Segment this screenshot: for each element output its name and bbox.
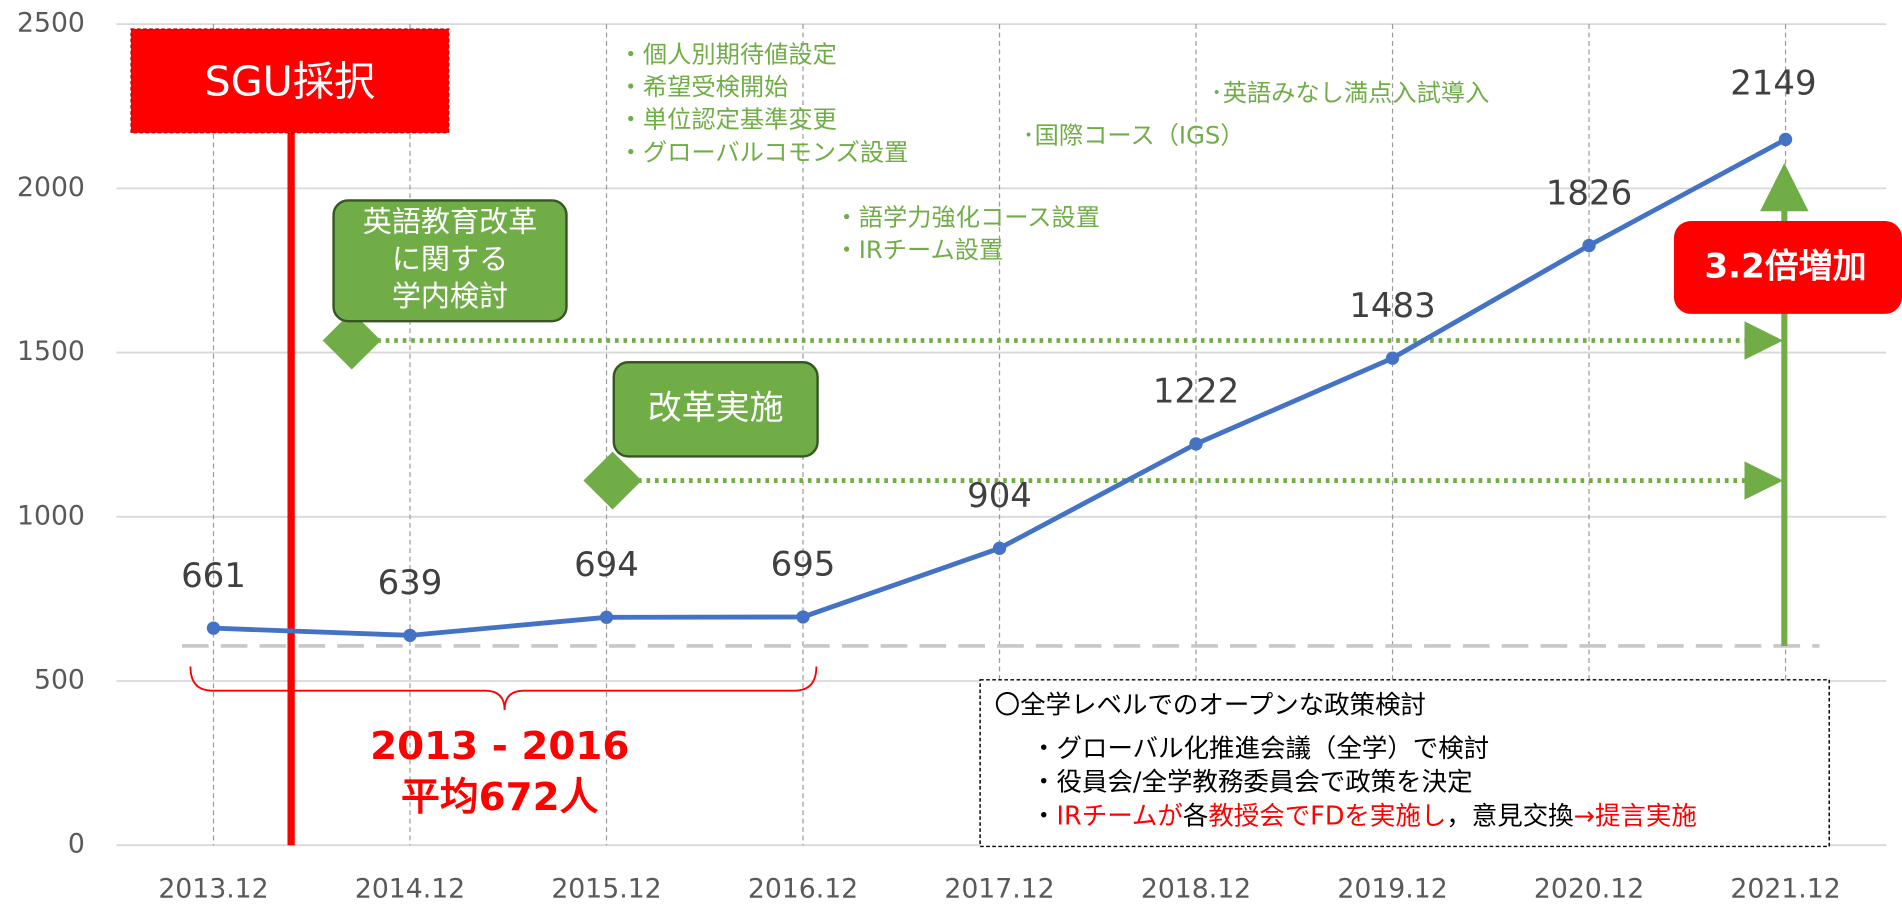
- sgu-box: [130, 28, 450, 134]
- note: ・語学力強化コース設置: [835, 204, 1100, 232]
- implement-box: [612, 361, 819, 458]
- policy-part: →提言実施: [1574, 800, 1697, 830]
- data-label: 639: [378, 563, 443, 602]
- policy-line: ・グローバル化推進会議（全学）で検討: [1031, 733, 1489, 763]
- data-label: 904: [967, 476, 1032, 515]
- review-label: 英語教育改革: [363, 204, 538, 238]
- data-label: 1222: [1153, 372, 1239, 411]
- growth-label: 3.2倍増加: [1705, 247, 1867, 286]
- point: [1189, 437, 1203, 451]
- data-label: 694: [574, 545, 639, 584]
- policy-box: [979, 679, 1830, 848]
- policy-part: ・: [1031, 800, 1056, 830]
- note: ・単位認定基準変更: [619, 106, 837, 134]
- note: ・IRチーム設置: [835, 236, 1004, 264]
- policy-part: IRチームが: [1057, 800, 1183, 830]
- policy-part: 各: [1183, 800, 1208, 830]
- point: [1778, 132, 1793, 147]
- point: [1582, 238, 1596, 253]
- x-tick-label: 2021.12: [1730, 873, 1840, 904]
- y-tick-label: 1000: [17, 500, 85, 531]
- x-tick-label: 2016.12: [748, 873, 858, 904]
- data-label: 2149: [1730, 64, 1816, 103]
- review-label: 学内検討: [392, 279, 508, 313]
- x-tick-label: 2017.12: [944, 873, 1054, 904]
- data-label: 1483: [1349, 286, 1435, 325]
- review-label: に関する: [392, 242, 508, 276]
- x-tick-label: 2013.12: [158, 873, 268, 904]
- point: [1385, 351, 1400, 365]
- point: [796, 610, 810, 624]
- point: [992, 541, 1007, 555]
- note: ･国際コース（IGS）: [1023, 121, 1245, 149]
- period-label: 2013 - 2016: [370, 724, 629, 769]
- x-tick-label: 2020.12: [1534, 873, 1644, 904]
- review-box: [332, 199, 568, 323]
- y-tick-label: 0: [68, 829, 85, 860]
- point: [403, 628, 417, 642]
- implement-label: 改革実施: [648, 388, 784, 427]
- sgu-label: SGU採択: [205, 58, 376, 106]
- policy-line: ・IRチームが各教授会でFDを実施し，意見交換→提言実施: [1031, 800, 1697, 830]
- note: ・希望受検開始: [619, 73, 789, 101]
- growth-box: [1673, 220, 1902, 314]
- average-label: 平均672人: [401, 775, 599, 820]
- policy-part: 教授会でFDを実施し: [1208, 800, 1446, 830]
- point: [599, 610, 614, 624]
- x-tick-label: 2019.12: [1337, 873, 1447, 904]
- note: ･英語みなし満点入試導入: [1211, 79, 1490, 107]
- x-tick-label: 2014.12: [355, 873, 465, 904]
- note: ・グローバルコモンズ設置: [619, 138, 909, 166]
- x-tick-label: 2015.12: [551, 873, 661, 904]
- data-label: 695: [771, 545, 836, 584]
- policy-heading: 〇全学レベルでのオープンな政策検討: [995, 689, 1426, 719]
- policy-line: ・役員会/全学教務委員会で政策を決定: [1031, 767, 1472, 797]
- y-tick-label: 1500: [17, 336, 85, 367]
- brace: [189, 666, 818, 711]
- y-tick-label: 500: [34, 665, 85, 696]
- point: [206, 621, 221, 635]
- note: ・個人別期待値設定: [619, 41, 837, 69]
- policy-part: ，意見交換: [1446, 800, 1573, 830]
- y-tick-label: 2500: [17, 8, 85, 39]
- x-tick-label: 2018.12: [1141, 873, 1251, 904]
- data-label: 661: [181, 556, 246, 595]
- y-tick-label: 2000: [17, 172, 85, 203]
- data-label: 1826: [1546, 173, 1632, 212]
